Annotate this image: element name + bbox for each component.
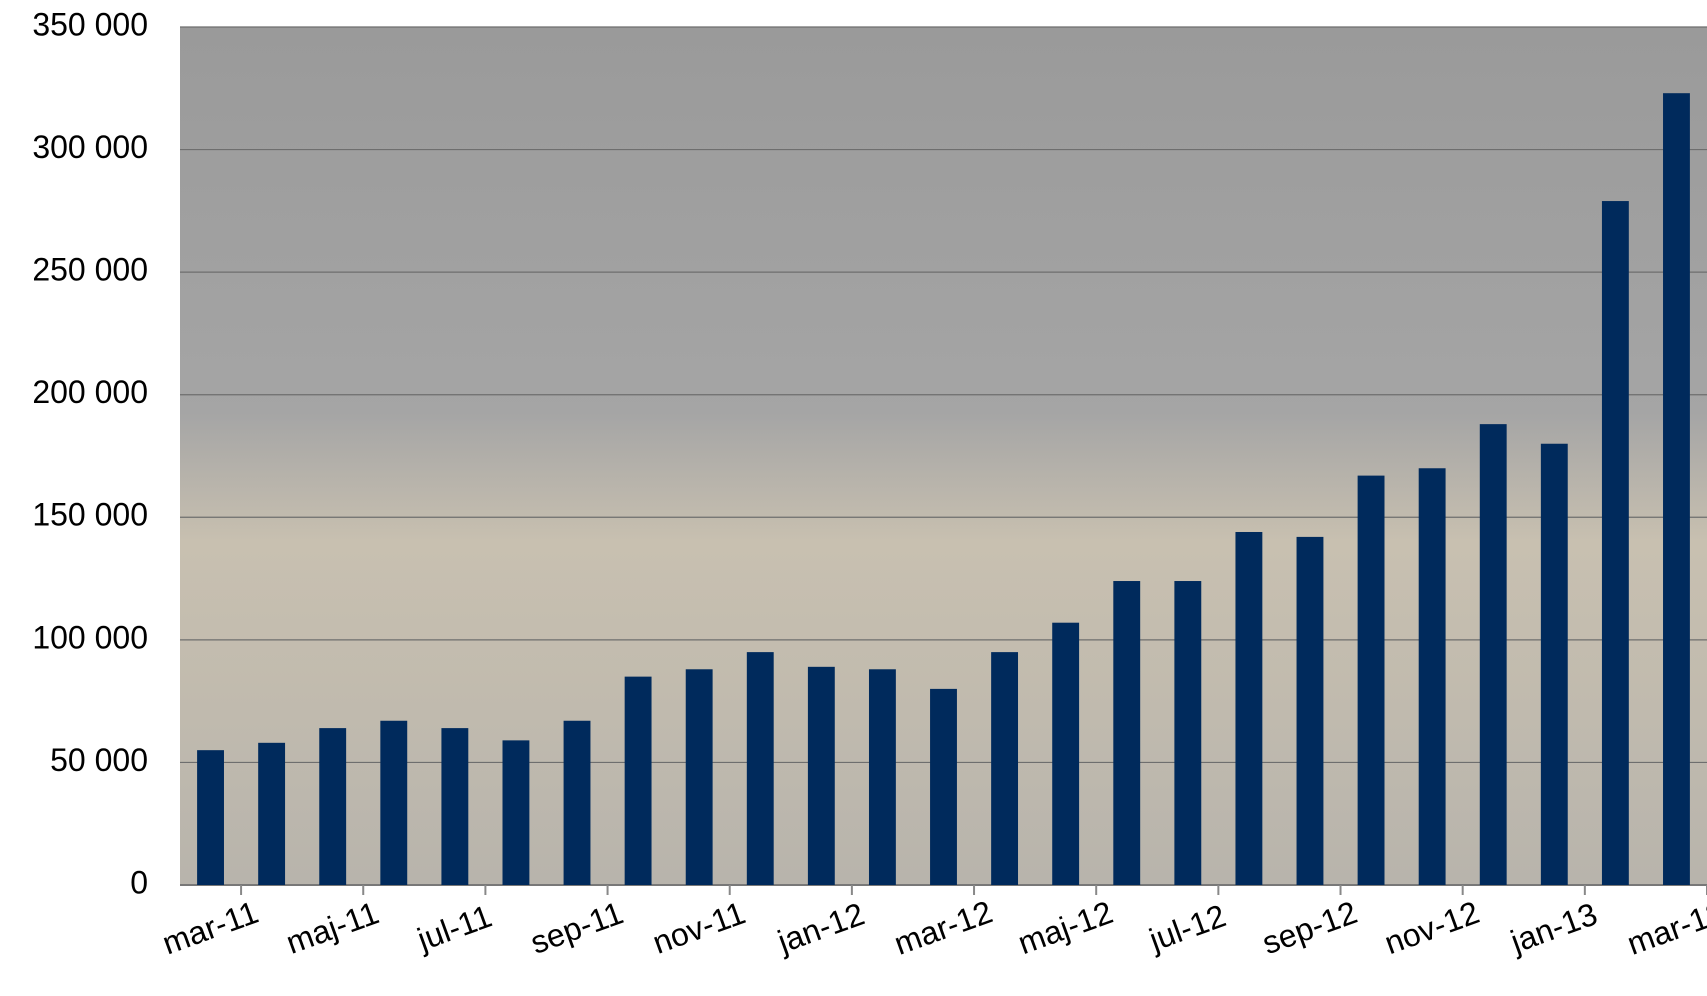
bar [319,728,347,885]
y-tick-label: 150 000 [32,497,148,533]
y-tick-label: 300 000 [32,129,148,165]
x-tick-label: jul-12 [1144,897,1231,958]
x-tick-label: sep-12 [1258,894,1362,961]
y-tick-label: 50 000 [50,742,148,778]
bar [441,728,469,885]
bar [258,742,286,885]
x-tick-label: mar-12 [889,893,997,961]
bar [502,740,530,885]
bar [868,669,896,885]
x-tick-label: nov-12 [1380,894,1484,961]
x-tick-label: jan-13 [1505,895,1602,960]
bar [1663,93,1690,885]
bar [1418,468,1446,885]
bar [380,720,408,885]
x-tick-label: maj-12 [1013,894,1117,961]
bar [746,652,774,885]
bar [930,688,957,885]
x-tick-label: nov-11 [648,894,750,960]
bar [991,652,1019,885]
y-tick-label: 250 000 [32,252,148,288]
bar [1235,531,1263,885]
bar [1113,581,1141,885]
bar [807,666,835,885]
bar [1479,424,1507,885]
bar [685,669,713,885]
x-tick-label: sep-11 [526,894,628,960]
bar [197,750,224,885]
x-tick-label: mar-11 [158,894,263,962]
x-tick-label: maj-11 [281,894,383,960]
bar [1540,443,1568,885]
x-tick-label: jan-12 [772,895,869,960]
bar [1296,536,1324,885]
bar [1052,622,1080,885]
bar [1601,201,1629,886]
bar [624,676,652,885]
y-tick-label: 350 000 [32,6,148,42]
x-tick-label: jul-11 [412,898,497,958]
x-tick-label: mar-13 [1622,893,1707,961]
y-tick-label: 0 [130,864,148,900]
bar [1174,581,1202,885]
bar [1357,475,1385,885]
y-tick-label: 100 000 [32,619,148,655]
bar [563,720,591,885]
y-tick-label: 200 000 [32,374,148,410]
